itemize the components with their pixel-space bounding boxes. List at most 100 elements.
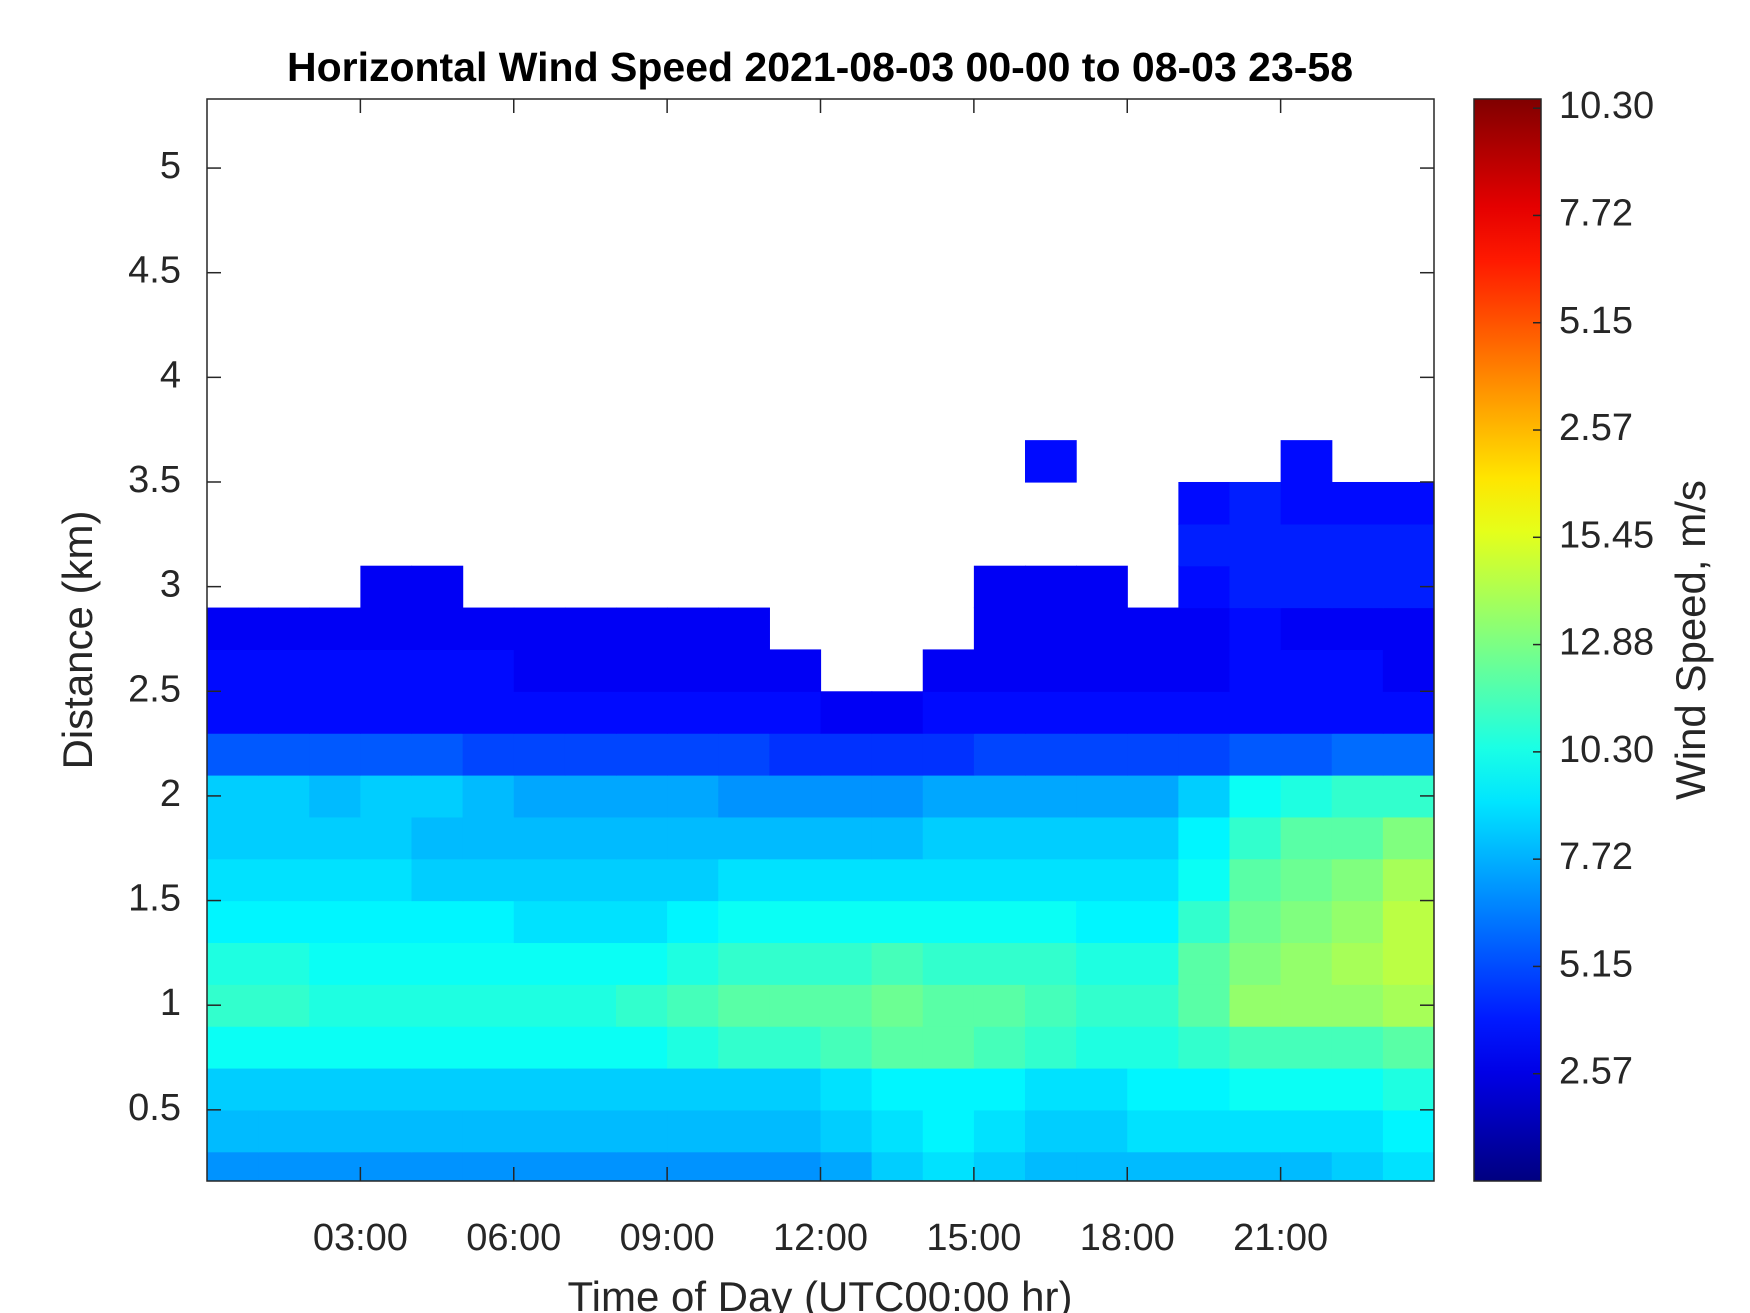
heat-cell [1178,942,1231,985]
heat-cell [1280,816,1333,860]
heat-cell [1331,858,1384,902]
x-tick-label: 15:00 [926,1217,1021,1259]
heat-cell [462,1067,515,1111]
heat-cell [564,942,617,985]
heat-cell [922,691,975,734]
heat-cell [973,691,1026,734]
heat-cell [411,1109,464,1153]
heat-cell [973,649,1026,692]
heat-cell [207,942,259,985]
heat-cell [616,774,668,818]
colorbar-label: Wind Speed, m/s [1667,480,1714,800]
heat-cell [258,858,310,902]
heat-cell [1382,942,1434,985]
heat-cell [1025,984,1077,1027]
heat-cell [1178,900,1231,944]
heat-cell [718,900,770,944]
heat-cell [1178,858,1231,902]
heat-cell [360,1151,413,1181]
heat-cell [309,733,361,776]
heat-cell [411,942,464,985]
heat-cell [309,816,361,860]
heat-cell [1025,1067,1077,1111]
heat-cell [718,774,770,818]
heat-cell [1382,1151,1434,1181]
heat-cell [309,1067,361,1111]
heat-cell [1229,1026,1282,1069]
heat-cell [616,1067,668,1111]
heat-cell [1331,565,1384,609]
heat-cell [667,691,719,734]
heat-cell [922,774,975,818]
heat-cell [1076,900,1128,944]
heat-cell [871,1026,924,1069]
heat-cell [1127,1026,1179,1069]
heat-cell [1331,900,1384,944]
heat-cell [513,1026,566,1069]
heat-cell [1382,523,1434,567]
heat-cell [309,649,361,692]
heat-cell [564,733,617,776]
heat-cell [718,1067,770,1111]
heat-cell [1229,607,1282,651]
heat-cell [1280,858,1333,902]
heat-cell [820,984,873,1027]
heat-cell [258,984,310,1027]
heat-cell [1331,942,1384,985]
heat-cell [513,900,566,944]
heat-cell [667,942,719,985]
heat-cell [1076,1109,1128,1153]
heat-cell [564,1151,617,1181]
heat-cell [616,649,668,692]
heat-cell [411,607,464,651]
heat-cell [564,1109,617,1153]
heat-cell [1280,691,1333,734]
heat-cell [1025,649,1077,692]
colorbar-tick-label: 7.72 [1559,192,1633,234]
heat-cell [973,733,1026,776]
heat-cell [207,1109,259,1153]
colorbar-tick-label: 7.72 [1559,836,1633,878]
heat-cell [769,942,822,985]
heat-cell [411,984,464,1027]
x-axis-label: Time of Day (UTC00:00 hr) [568,1273,1073,1313]
heat-cell [207,1026,259,1069]
heat-cell [1076,649,1128,692]
heat-cell [871,774,924,818]
heat-cell [769,1026,822,1069]
heat-cell [309,858,361,902]
heat-cell [1127,649,1179,692]
heat-cell [871,691,924,734]
heat-cell [1076,774,1128,818]
heat-cell [718,1026,770,1069]
heat-cell [1331,481,1384,525]
heat-cell [207,649,259,692]
heat-cell [1229,481,1282,525]
heat-cell [309,691,361,734]
heat-cell [360,733,413,776]
heat-cell [1178,565,1231,609]
heat-cell [411,565,464,609]
heat-cell [973,900,1026,944]
heat-cell [1178,733,1231,776]
heat-cell [1280,984,1333,1027]
heat-cell [1229,1067,1282,1111]
heat-cell [207,1151,259,1181]
heat-cell [1382,816,1434,860]
heat-cell [1025,440,1077,483]
heat-cell [360,607,413,651]
heat-cell [616,1109,668,1153]
heat-cell [309,984,361,1027]
heat-cell [871,733,924,776]
heat-cell [258,1067,310,1111]
heat-cell [820,1151,873,1181]
heat-cell [1025,565,1077,609]
heat-cell [769,774,822,818]
heat-cell [1229,1109,1282,1153]
x-tick-label: 18:00 [1080,1217,1175,1259]
heat-cell [1331,523,1384,567]
x-tick-label: 03:00 [313,1217,408,1259]
colorbar-tick-label: 2.57 [1559,407,1633,449]
heat-cell [718,691,770,734]
heat-cell [1127,774,1179,818]
